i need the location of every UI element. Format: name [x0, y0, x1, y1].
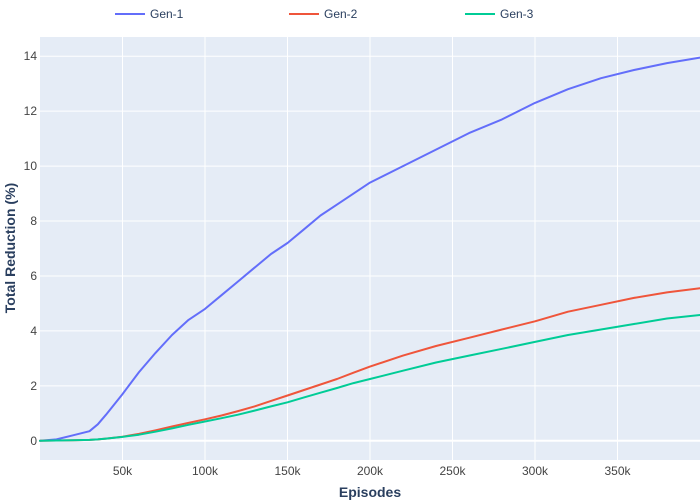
x-tick-label: 300k: [522, 464, 549, 478]
y-tick-label: 8: [30, 214, 37, 228]
x-axis-title: Episodes: [339, 484, 401, 500]
x-tick-label: 350k: [604, 464, 631, 478]
legend-label-gen-1: Gen-1: [150, 7, 184, 21]
y-tick-label: 6: [30, 269, 37, 283]
y-axis-ticks: 0 2 4 6 8 10 12 14: [24, 49, 38, 448]
legend: Gen-1 Gen-2 Gen-3: [115, 7, 534, 21]
y-tick-label: 14: [24, 49, 38, 63]
y-tick-label: 4: [30, 324, 37, 338]
y-axis-title: Total Reduction (%): [2, 183, 18, 313]
y-tick-label: 12: [24, 104, 38, 118]
series-lines: [39, 56, 700, 442]
x-tick-label: 100k: [192, 464, 219, 478]
x-axis-ticks: 50k 100k 150k 200k 250k 300k 350k: [113, 464, 632, 478]
y-tick-label: 0: [30, 434, 37, 448]
y-tick-label: 2: [30, 379, 37, 393]
legend-label-gen-2: Gen-2: [324, 7, 358, 21]
y-tick-label: 10: [24, 159, 38, 173]
x-tick-label: 50k: [113, 464, 133, 478]
legend-label-gen-3: Gen-3: [500, 7, 534, 21]
series-line-gen-3: [39, 314, 700, 442]
series-line-gen-1: [39, 56, 700, 442]
x-tick-label: 250k: [439, 464, 466, 478]
x-tick-label: 200k: [357, 464, 384, 478]
x-tick-label: 150k: [274, 464, 301, 478]
